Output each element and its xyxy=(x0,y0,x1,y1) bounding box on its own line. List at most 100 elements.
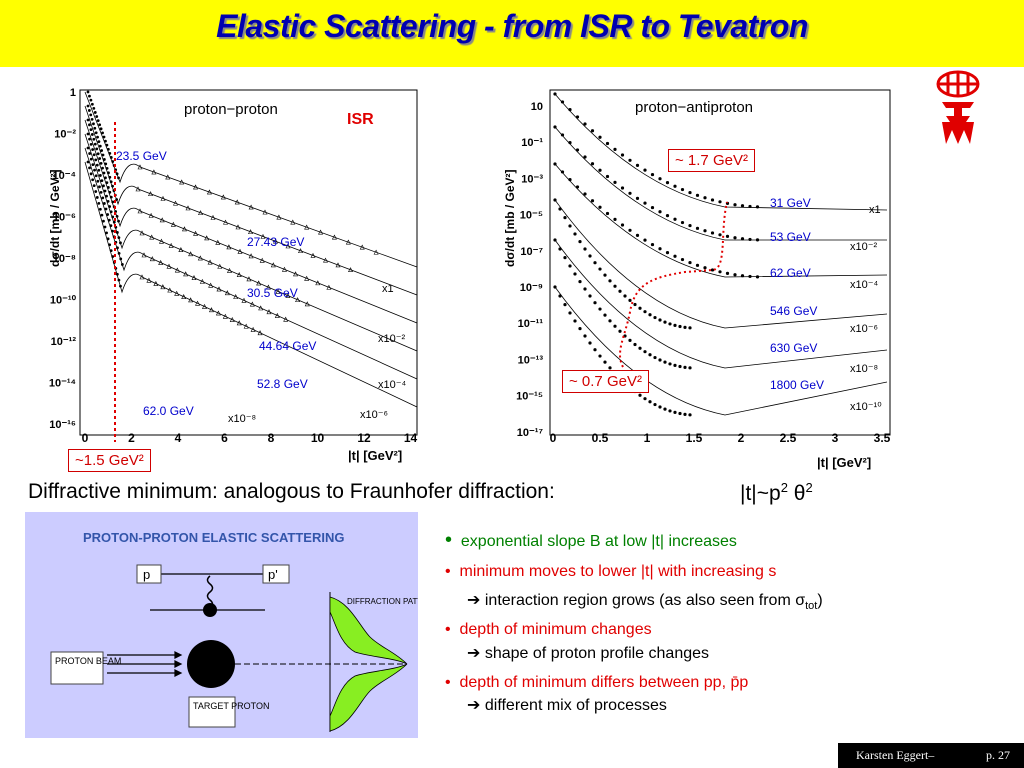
pp-point xyxy=(106,237,110,241)
ppbar-point xyxy=(665,214,670,218)
pp-point xyxy=(202,303,207,309)
ppbar-point xyxy=(598,307,602,311)
bullet-1: • exponential slope B at low |t| increas… xyxy=(445,529,737,551)
ppbar-energy-label: 1800 GeV xyxy=(770,378,824,392)
pp-point xyxy=(96,152,100,156)
ppbar-point xyxy=(673,254,677,258)
pp-point xyxy=(102,202,106,205)
ppbar-point xyxy=(683,365,687,369)
pp-point xyxy=(100,179,104,183)
ppbar-point xyxy=(578,280,582,284)
pp-point xyxy=(94,190,98,193)
pp-ytick: 10⁻² xyxy=(54,129,76,141)
pp-point xyxy=(315,280,321,286)
ppbar-ytick: 10⁻¹⁷ xyxy=(517,427,544,439)
pp-point xyxy=(95,196,99,199)
pp-point xyxy=(235,224,241,230)
pp-point xyxy=(198,210,203,216)
ppbar-point xyxy=(588,254,592,258)
ppbar-point xyxy=(583,155,587,159)
pp-point xyxy=(111,200,115,204)
pp-point xyxy=(304,275,310,281)
ppbar-point xyxy=(620,186,625,190)
pp-point xyxy=(249,301,255,307)
pp-point xyxy=(233,293,239,299)
pp-xtick: 10 xyxy=(311,431,325,445)
pp-point xyxy=(88,152,92,155)
ppbar-point xyxy=(683,412,687,416)
pp-point xyxy=(86,132,90,136)
pp-point xyxy=(111,160,115,163)
ppbar-point xyxy=(658,405,662,409)
ppbar-point xyxy=(740,237,745,241)
pp-point xyxy=(92,184,96,188)
ppbar-point xyxy=(740,274,745,278)
scattering-diagram: PROTON-PROTON ELASTIC SCATTERING p p' PR… xyxy=(25,512,439,738)
ppbar-point xyxy=(648,313,652,317)
pp-point xyxy=(98,207,102,211)
pp-point xyxy=(304,224,310,230)
pp-point xyxy=(331,234,337,240)
ppbar-point xyxy=(568,311,572,315)
pp-point xyxy=(373,249,379,255)
ppbar-xtick: 2 xyxy=(738,431,745,445)
pp-point xyxy=(104,176,107,180)
ppbar-max-box: ~ 1.7 GeV² xyxy=(668,149,755,172)
ppbar-point xyxy=(635,196,640,200)
ppbar-point xyxy=(583,192,587,196)
pp-point xyxy=(89,128,93,132)
ppbar-point xyxy=(688,223,692,228)
pp-point xyxy=(148,212,154,218)
pp-point xyxy=(86,146,90,150)
ppbar-point xyxy=(710,231,715,235)
pp-point xyxy=(345,239,351,245)
pp-point xyxy=(234,199,240,205)
pp-point xyxy=(160,284,166,290)
pp-point xyxy=(236,272,242,278)
pp-point xyxy=(204,235,210,241)
ppbar-point xyxy=(673,363,677,367)
bullet-4: • depth of minimum differs between pp, p… xyxy=(445,674,749,691)
ppbar-point xyxy=(635,233,640,237)
pp-point xyxy=(108,243,112,247)
pp-point xyxy=(101,131,104,135)
ppbar-ytick: 10⁻¹ xyxy=(521,137,543,149)
footer: Karsten Eggert– p. 27 xyxy=(838,743,1024,768)
pp-min-box: ~1.5 GeV² xyxy=(68,449,151,472)
pp-point xyxy=(115,231,119,234)
pp-point xyxy=(295,297,301,303)
pp-point xyxy=(105,143,109,147)
ppbar-point xyxy=(553,92,557,96)
pp-xtick: 0 xyxy=(82,431,89,445)
ppbar-point xyxy=(553,238,557,242)
pp-point xyxy=(95,147,99,151)
slide-title: Elastic Scattering - from ISR to Tevatro… xyxy=(216,8,808,44)
ppbar-point xyxy=(558,294,562,298)
ppbar-point xyxy=(568,107,572,112)
ppbar-point xyxy=(605,174,610,179)
pp-point xyxy=(139,230,145,236)
ppbar-point xyxy=(680,257,685,262)
pp-point xyxy=(285,243,291,249)
ppbar-point xyxy=(633,302,637,307)
ppbar-point xyxy=(668,409,672,413)
ppbar-point xyxy=(628,158,632,162)
pp-point xyxy=(107,218,111,222)
pp-point xyxy=(88,123,91,127)
ppbar-point xyxy=(603,313,607,317)
pp-point xyxy=(92,122,95,126)
ppbar-point xyxy=(650,242,655,247)
institution-logo xyxy=(936,70,980,144)
pp-point xyxy=(111,184,114,188)
pp-ytick: 10⁻¹² xyxy=(51,336,77,348)
pp-point xyxy=(281,266,287,272)
pp-point xyxy=(105,231,108,235)
pp-point xyxy=(206,189,212,195)
ppbar-ytick: 10⁻³ xyxy=(521,173,543,185)
pp-point xyxy=(165,174,171,180)
bullet-2-sub: ➔ interaction region grows (as also seen… xyxy=(467,592,823,613)
ppbar-scale-label: x10⁻⁸ xyxy=(850,363,878,375)
ppbar-point xyxy=(563,216,567,220)
pp-point xyxy=(119,284,122,288)
pp-point xyxy=(106,213,110,216)
